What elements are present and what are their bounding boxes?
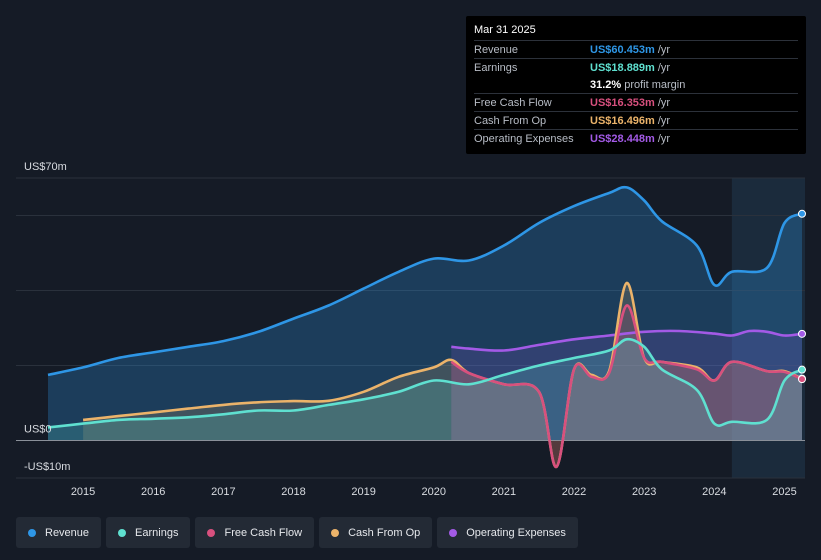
tooltip-unit: /yr (657, 132, 671, 145)
tooltip-unit: /yr (657, 61, 671, 74)
x-tick-label: 2024 (702, 486, 726, 498)
tooltip-label: Revenue (474, 43, 519, 56)
forecast-region (731, 178, 805, 478)
tooltip-row-cfo: Cash From Op US$16.496m /yr (474, 111, 798, 129)
tooltip-row-earnings: Earnings US$18.889m /yr (474, 58, 798, 76)
legend-dot-icon (118, 528, 127, 537)
legend-item-earnings[interactable]: Earnings (106, 517, 191, 548)
x-tick-label: 2018 (281, 486, 305, 498)
tooltip-row-margin: 31.2% profit margin (474, 76, 798, 93)
legend-item-fcf[interactable]: Free Cash Flow (195, 517, 315, 548)
area-revenue (48, 187, 802, 441)
series-areas (48, 187, 803, 467)
legend-dot-icon (28, 528, 36, 537)
y-label-zero: US$0 (24, 424, 52, 436)
tooltip-label: Operating Expenses (474, 132, 574, 145)
tooltip-value: US$18.889m (590, 61, 655, 74)
point-fcf (798, 375, 806, 384)
series-end-markers (798, 209, 806, 384)
series-lines (47, 185, 803, 469)
tooltip-unit: /yr (657, 114, 671, 127)
tooltip-unit: profit margin (624, 78, 686, 91)
legend-item-opex[interactable]: Operating Expenses (437, 517, 578, 548)
tooltip-unit: /yr (657, 43, 671, 56)
line-opex (451, 329, 803, 352)
tooltip-value: 31.2% (590, 78, 622, 91)
legend-label: Free Cash Flow (224, 526, 303, 539)
y-label-bottom: -US$10m (24, 461, 70, 473)
line-fcf (450, 304, 803, 469)
tooltip-label: Earnings (474, 61, 518, 74)
tooltip-date: Mar 31 2025 (474, 24, 536, 36)
legend-dot-icon (331, 528, 340, 537)
tooltip-row-opex: Operating Expenses US$28.448m /yr (474, 129, 798, 147)
point-revenue (798, 209, 806, 218)
legend-item-revenue[interactable]: Revenue (16, 517, 102, 548)
x-tick-label: 2015 (71, 486, 95, 498)
chart-legend: Revenue Earnings Free Cash Flow Cash Fro… (16, 517, 578, 548)
x-tick-label: 2022 (562, 486, 586, 498)
tooltip-value: US$16.353m (590, 96, 655, 109)
x-tick-label: 2016 (141, 486, 165, 498)
point-opex (798, 329, 806, 338)
area-cfo (83, 282, 803, 467)
tooltip-row-revenue: Revenue US$60.453m /yr (474, 40, 798, 58)
gridlines (16, 177, 805, 479)
point-earnings (798, 365, 806, 374)
tooltip-row-fcf: Free Cash Flow US$16.353m /yr (474, 93, 798, 111)
x-tick-label: 2023 (632, 486, 656, 498)
tooltip-value: US$16.496m (590, 114, 655, 127)
x-axis-ticks: 2015 2016 2017 2018 2019 2020 2021 2022 2023 2024… (71, 486, 797, 498)
tooltip-unit: /yr (657, 96, 671, 109)
line-revenue (47, 185, 803, 377)
x-tick-label: 2020 (422, 486, 446, 498)
data-tooltip: Mar 31 2025 Revenue US$60.453m /yr Earni… (466, 16, 806, 154)
tooltip-label: Free Cash Flow (474, 96, 552, 109)
legend-dot-icon (207, 528, 216, 537)
legend-label: Earnings (135, 526, 179, 539)
x-tick-label: 2025 (772, 486, 796, 498)
tooltip-value: US$28.448m (590, 132, 655, 145)
tooltip-value: US$60.453m (590, 43, 655, 56)
legend-label: Revenue (45, 526, 90, 539)
area-opex (451, 330, 802, 441)
line-earnings (47, 337, 803, 429)
area-fcf (451, 305, 802, 467)
area-earnings (48, 339, 802, 441)
x-tick-label: 2017 (211, 486, 235, 498)
legend-label: Operating Expenses (466, 526, 566, 539)
tooltip-label: Cash From Op (474, 114, 547, 127)
legend-label: Cash From Op (348, 526, 421, 539)
legend-dot-icon (449, 528, 458, 537)
chart-canvas: US$70m US$0 -US$10m 2015 2016 2017 2018 2019… (16, 161, 806, 498)
legend-item-cfo[interactable]: Cash From Op (319, 517, 433, 548)
x-tick-label: 2019 (351, 486, 375, 498)
x-tick-label: 2021 (492, 486, 516, 498)
y-label-top: US$70m (24, 161, 67, 173)
